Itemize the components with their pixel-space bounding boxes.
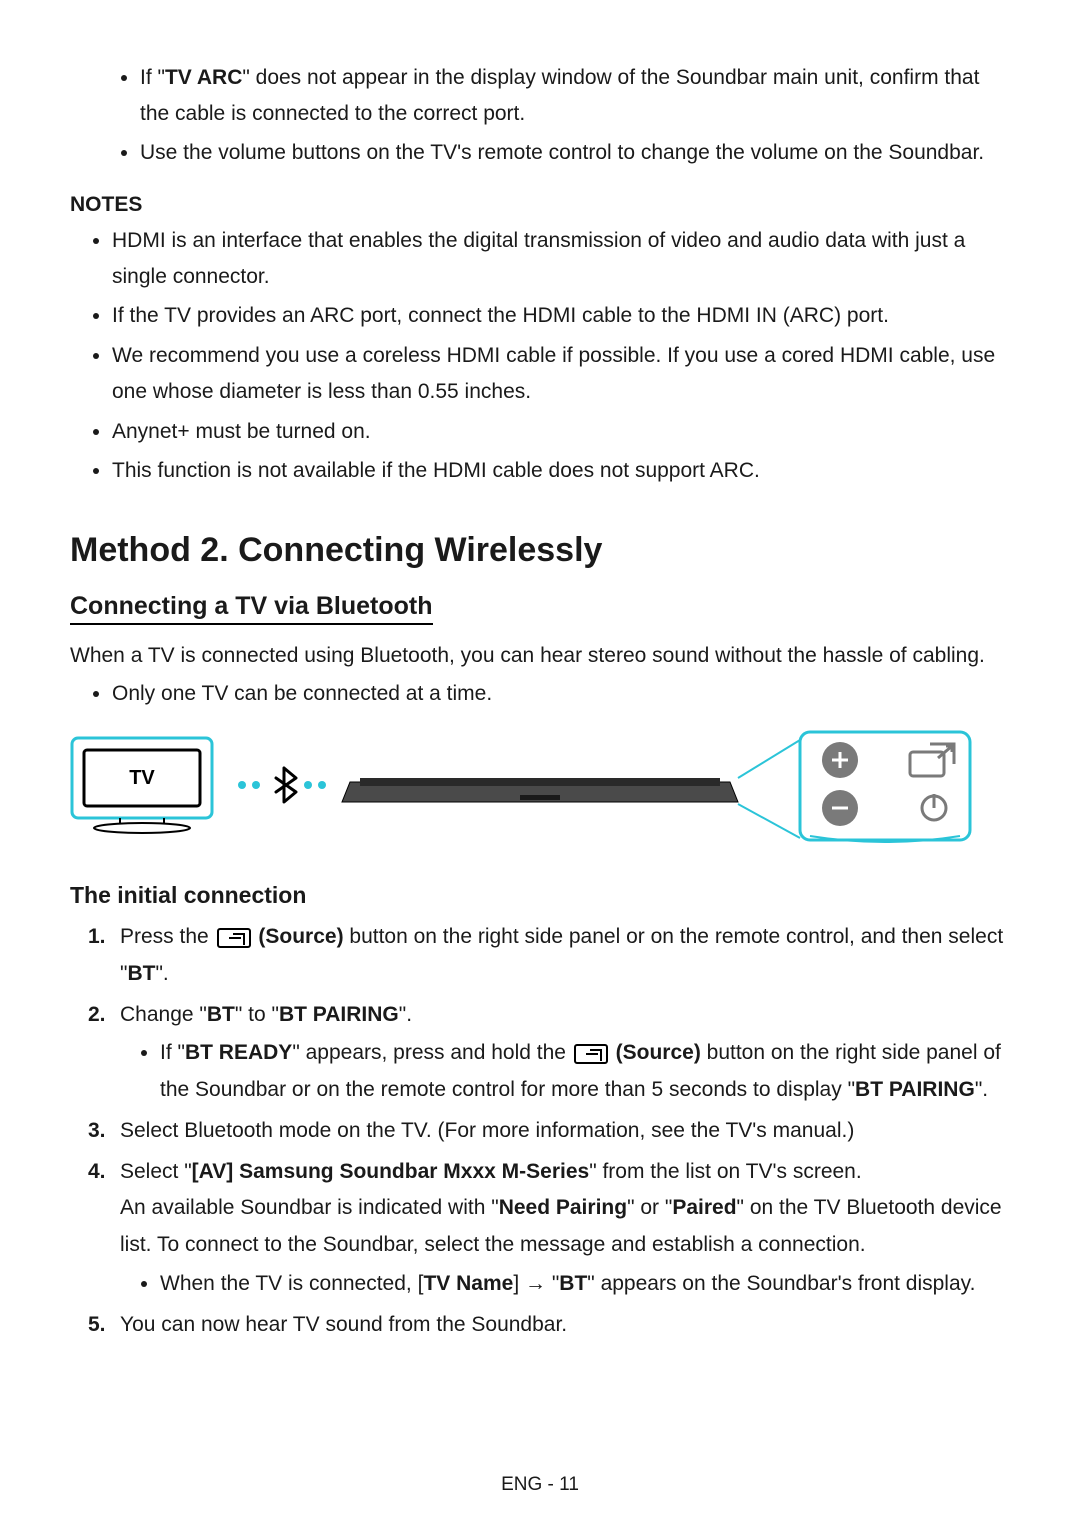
intro-bullet-list: Only one TV can be connected at a time.	[70, 676, 1010, 712]
sub-bullet-list: If "BT READY" appears, press and hold th…	[120, 1035, 1010, 1109]
text: Select "	[120, 1160, 192, 1183]
text-bold: TV Name	[423, 1272, 513, 1295]
intro-text: When a TV is connected using Bluetooth, …	[70, 639, 1010, 673]
sub-bullet-list: When the TV is connected, [TV Name] → "B…	[120, 1266, 1010, 1303]
sub-heading: Connecting a TV via Bluetooth	[70, 592, 433, 625]
step-number: 4.	[88, 1154, 106, 1191]
text: " does not appear in the display window …	[140, 66, 979, 125]
text: If "	[140, 66, 165, 89]
text-bold: BT	[207, 1003, 235, 1026]
step-item: 4. Select "[AV] Samsung Soundbar Mxxx M-…	[88, 1154, 1010, 1303]
method-heading: Method 2. Connecting Wirelessly	[70, 531, 1010, 570]
text-bold: BT PAIRING	[855, 1078, 975, 1101]
connection-diagram: TV	[70, 730, 1010, 850]
list-item: We recommend you use a coreless HDMI cab…	[112, 338, 1010, 409]
text: " from the list on TV's screen.	[589, 1160, 862, 1183]
text: An available Soundbar is indicated with …	[120, 1196, 499, 1219]
text: ".	[155, 962, 168, 985]
step-item: 5. You can now hear TV sound from the So…	[88, 1307, 1010, 1344]
top-bullet-list: If "TV ARC" does not appear in the displ…	[70, 60, 1010, 171]
list-item: This function is not available if the HD…	[112, 453, 1010, 489]
notes-heading: NOTES	[70, 193, 1010, 217]
list-item: HDMI is an interface that enables the di…	[112, 223, 1010, 294]
text-bold: (Source)	[610, 1041, 701, 1064]
notes-list: HDMI is an interface that enables the di…	[70, 223, 1010, 489]
text: ] → "	[513, 1272, 559, 1295]
text: " or "	[627, 1196, 672, 1219]
text-bold: BT READY	[185, 1041, 292, 1064]
text: " to "	[235, 1003, 279, 1026]
list-item: Use the volume buttons on the TV's remot…	[140, 135, 1010, 171]
text-bold: Paired	[672, 1196, 736, 1219]
steps-list: 1. Press the (Source) button on the righ…	[70, 919, 1010, 1343]
source-icon	[574, 1044, 608, 1064]
list-item: If the TV provides an ARC port, connect …	[112, 298, 1010, 334]
list-item: If "TV ARC" does not appear in the displ…	[140, 60, 1010, 131]
text: Change "	[120, 1003, 207, 1026]
text: ".	[399, 1003, 412, 1026]
step-number: 3.	[88, 1113, 106, 1150]
text-bold: Need Pairing	[499, 1196, 627, 1219]
list-item: Only one TV can be connected at a time.	[112, 676, 1010, 712]
text: ".	[975, 1078, 988, 1101]
step-number: 5.	[88, 1307, 106, 1344]
text-bold: TV ARC	[165, 66, 242, 89]
text: If "	[160, 1041, 185, 1064]
tv-label: TV	[129, 767, 155, 789]
text-bold: BT PAIRING	[279, 1003, 399, 1026]
initial-connection-heading: The initial connection	[70, 882, 1010, 909]
text: When the TV is connected, [	[160, 1272, 423, 1295]
list-item: Anynet+ must be turned on.	[112, 414, 1010, 450]
text: " appears on the Soundbar's front displa…	[587, 1272, 975, 1295]
source-icon	[217, 928, 251, 948]
text-bold: BT	[559, 1272, 587, 1295]
step-item: 1. Press the (Source) button on the righ…	[88, 919, 1010, 993]
text: " appears, press and hold the	[292, 1041, 571, 1064]
text: Select Bluetooth mode on the TV. (For mo…	[120, 1119, 854, 1142]
text: You can now hear TV sound from the Sound…	[120, 1313, 567, 1336]
step-item: 2. Change "BT" to "BT PAIRING". If "BT R…	[88, 997, 1010, 1109]
page-footer: ENG - 11	[0, 1474, 1080, 1496]
step-number: 1.	[88, 919, 106, 956]
text-bold: BT	[127, 962, 155, 985]
step-item: 3. Select Bluetooth mode on the TV. (For…	[88, 1113, 1010, 1150]
list-item: If "BT READY" appears, press and hold th…	[160, 1035, 1010, 1109]
text-bold: (Source)	[253, 925, 344, 948]
text-bold: [AV] Samsung Soundbar Mxxx M-Series	[192, 1160, 590, 1183]
text: Press the	[120, 925, 215, 948]
list-item: When the TV is connected, [TV Name] → "B…	[160, 1266, 1010, 1303]
step-number: 2.	[88, 997, 106, 1034]
